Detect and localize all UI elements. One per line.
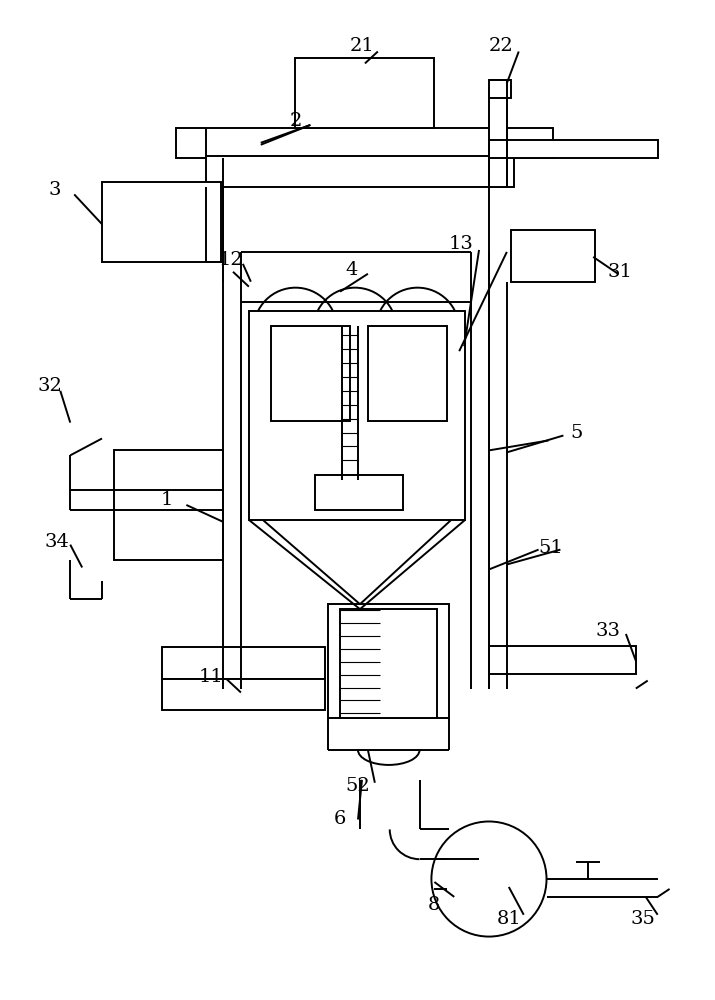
Text: 4: 4	[346, 261, 358, 279]
Text: 51: 51	[538, 539, 563, 557]
Text: 52: 52	[345, 777, 370, 795]
Text: 34: 34	[45, 533, 70, 551]
Bar	[489, 646, 636, 674]
Bar	[177, 128, 553, 158]
Text: 35: 35	[631, 910, 655, 928]
Text: 8: 8	[428, 896, 440, 914]
Text: 22: 22	[488, 37, 513, 55]
Bar	[102, 182, 221, 262]
Bar	[114, 450, 223, 560]
Bar	[206, 156, 514, 187]
Bar	[368, 326, 448, 421]
Bar	[315, 475, 403, 510]
Text: 1: 1	[160, 491, 173, 509]
Bar	[340, 609, 438, 718]
Text: 3: 3	[48, 181, 61, 199]
Bar	[328, 604, 449, 718]
Text: 6: 6	[334, 810, 346, 828]
Bar	[511, 230, 595, 282]
Bar	[249, 311, 465, 520]
Bar	[162, 679, 325, 710]
Bar	[489, 140, 658, 158]
Text: 31: 31	[608, 263, 632, 281]
Text: 33: 33	[596, 622, 621, 640]
Text: 21: 21	[350, 37, 375, 55]
Bar	[271, 326, 350, 421]
Text: 81: 81	[496, 910, 521, 928]
Text: 32: 32	[38, 377, 63, 395]
Bar	[162, 647, 325, 679]
Text: 13: 13	[449, 235, 473, 253]
Text: 5: 5	[570, 424, 583, 442]
Bar	[489, 88, 507, 187]
Bar	[295, 58, 435, 128]
Bar	[489, 80, 511, 98]
Text: 2: 2	[290, 112, 302, 130]
Text: 11: 11	[199, 668, 224, 686]
Text: 12: 12	[219, 251, 243, 269]
